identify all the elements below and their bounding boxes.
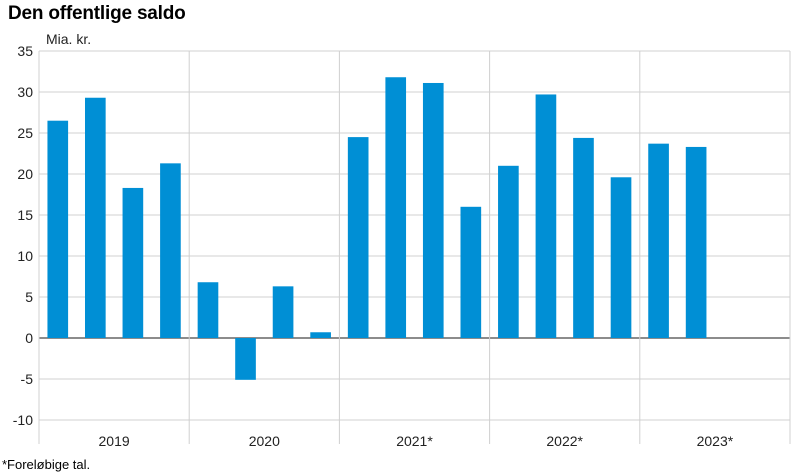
bar [385, 77, 407, 339]
bar [122, 187, 144, 338]
y-tick-labels: 35 30 25 20 15 10 5 0 -5 -10 [13, 43, 33, 428]
bar [610, 177, 632, 338]
bar [685, 146, 707, 338]
y-tick-label: -10 [13, 412, 33, 428]
bar [535, 94, 557, 339]
bar [573, 137, 594, 338]
x-tick-label: 2020 [249, 433, 280, 449]
y-tick-label: 10 [17, 248, 33, 264]
bar [47, 120, 69, 338]
x-tick-label: 2022* [546, 433, 583, 449]
bar [84, 97, 106, 339]
y-tick-label: 25 [17, 125, 33, 141]
bar [197, 282, 219, 338]
bar [347, 137, 369, 338]
bar [272, 286, 294, 338]
bar [160, 163, 181, 338]
footnote: *Foreløbige tal. [2, 457, 91, 472]
x-tick-label: 2021* [396, 433, 433, 449]
gridlines [38, 50, 791, 444]
bar [422, 82, 444, 338]
bar [498, 165, 519, 338]
bars [47, 77, 707, 380]
x-tick-label: 2019 [99, 433, 130, 449]
y-tick-label: 5 [25, 289, 33, 305]
bar [235, 338, 256, 380]
y-tick-label: 0 [25, 330, 33, 346]
x-tick-label: 2023* [697, 433, 734, 449]
y-tick-label: 30 [17, 84, 33, 100]
x-tick-labels: 2019 2020 2021* 2022* 2023* [99, 433, 734, 449]
y-tick-label: 35 [17, 43, 33, 59]
chart-title: Den offentlige saldo [8, 3, 186, 24]
y-tick-label: 15 [17, 207, 33, 223]
bar [648, 143, 669, 338]
y-tick-label: -5 [21, 371, 34, 387]
y-axis-label: Mia. kr. [46, 31, 91, 47]
bar [310, 332, 331, 338]
y-tick-label: 20 [17, 166, 33, 182]
bar [460, 206, 482, 338]
